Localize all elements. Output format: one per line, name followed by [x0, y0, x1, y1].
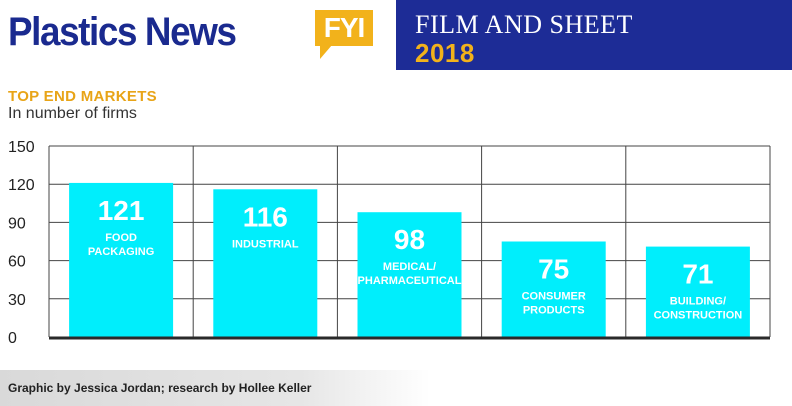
bar-value-label: 116	[243, 201, 288, 232]
bar-category-label: BUILDING/CONSTRUCTION	[654, 296, 743, 322]
header-banner: FILM AND SHEET 2018	[396, 0, 792, 70]
banner-subject: FILM AND SHEET	[415, 10, 633, 39]
fyi-badge: FYI	[315, 10, 373, 46]
y-tick-label: 60	[8, 254, 26, 271]
credit-text: Graphic by Jessica Jordan; research by H…	[8, 381, 312, 395]
credit-bar: Graphic by Jessica Jordan; research by H…	[0, 370, 430, 406]
y-tick-label: 90	[8, 215, 26, 232]
bar-value-label: 71	[682, 259, 713, 290]
bar-category-label: MEDICAL/PHARMACEUTICAL	[358, 261, 462, 287]
bar-category-label: INDUSTRIAL	[232, 238, 299, 250]
bar-value-label: 75	[538, 254, 569, 285]
bar	[645, 246, 750, 337]
bar	[501, 241, 606, 337]
y-tick-label: 150	[8, 139, 35, 156]
bar	[213, 189, 318, 337]
bar	[357, 212, 462, 337]
banner-year: 2018	[415, 38, 475, 68]
bar-category-label: FOOD PACKAGING	[88, 232, 154, 258]
bar	[69, 182, 174, 337]
brand-title: Plastics News	[8, 10, 237, 54]
y-tick-label: 30	[8, 292, 26, 309]
y-tick-label: 120	[8, 177, 35, 194]
fyi-badge-tail	[320, 45, 332, 59]
bar-value-label: 98	[394, 224, 425, 255]
chart-subtitle: In number of firms	[8, 105, 137, 122]
y-tick-label: 0	[8, 330, 17, 347]
chart-title: TOP END MARKETS	[8, 88, 157, 105]
bar-category-label: CONSUMER PRODUCTS	[522, 291, 586, 317]
brand-logo: Plastics News FYI	[8, 4, 378, 64]
bar-chart: 0 30 60 90 120 150 121 FOOD PACKAGING 116 INDUSTRI…	[8, 139, 771, 347]
bar-value-label: 121	[98, 195, 145, 226]
